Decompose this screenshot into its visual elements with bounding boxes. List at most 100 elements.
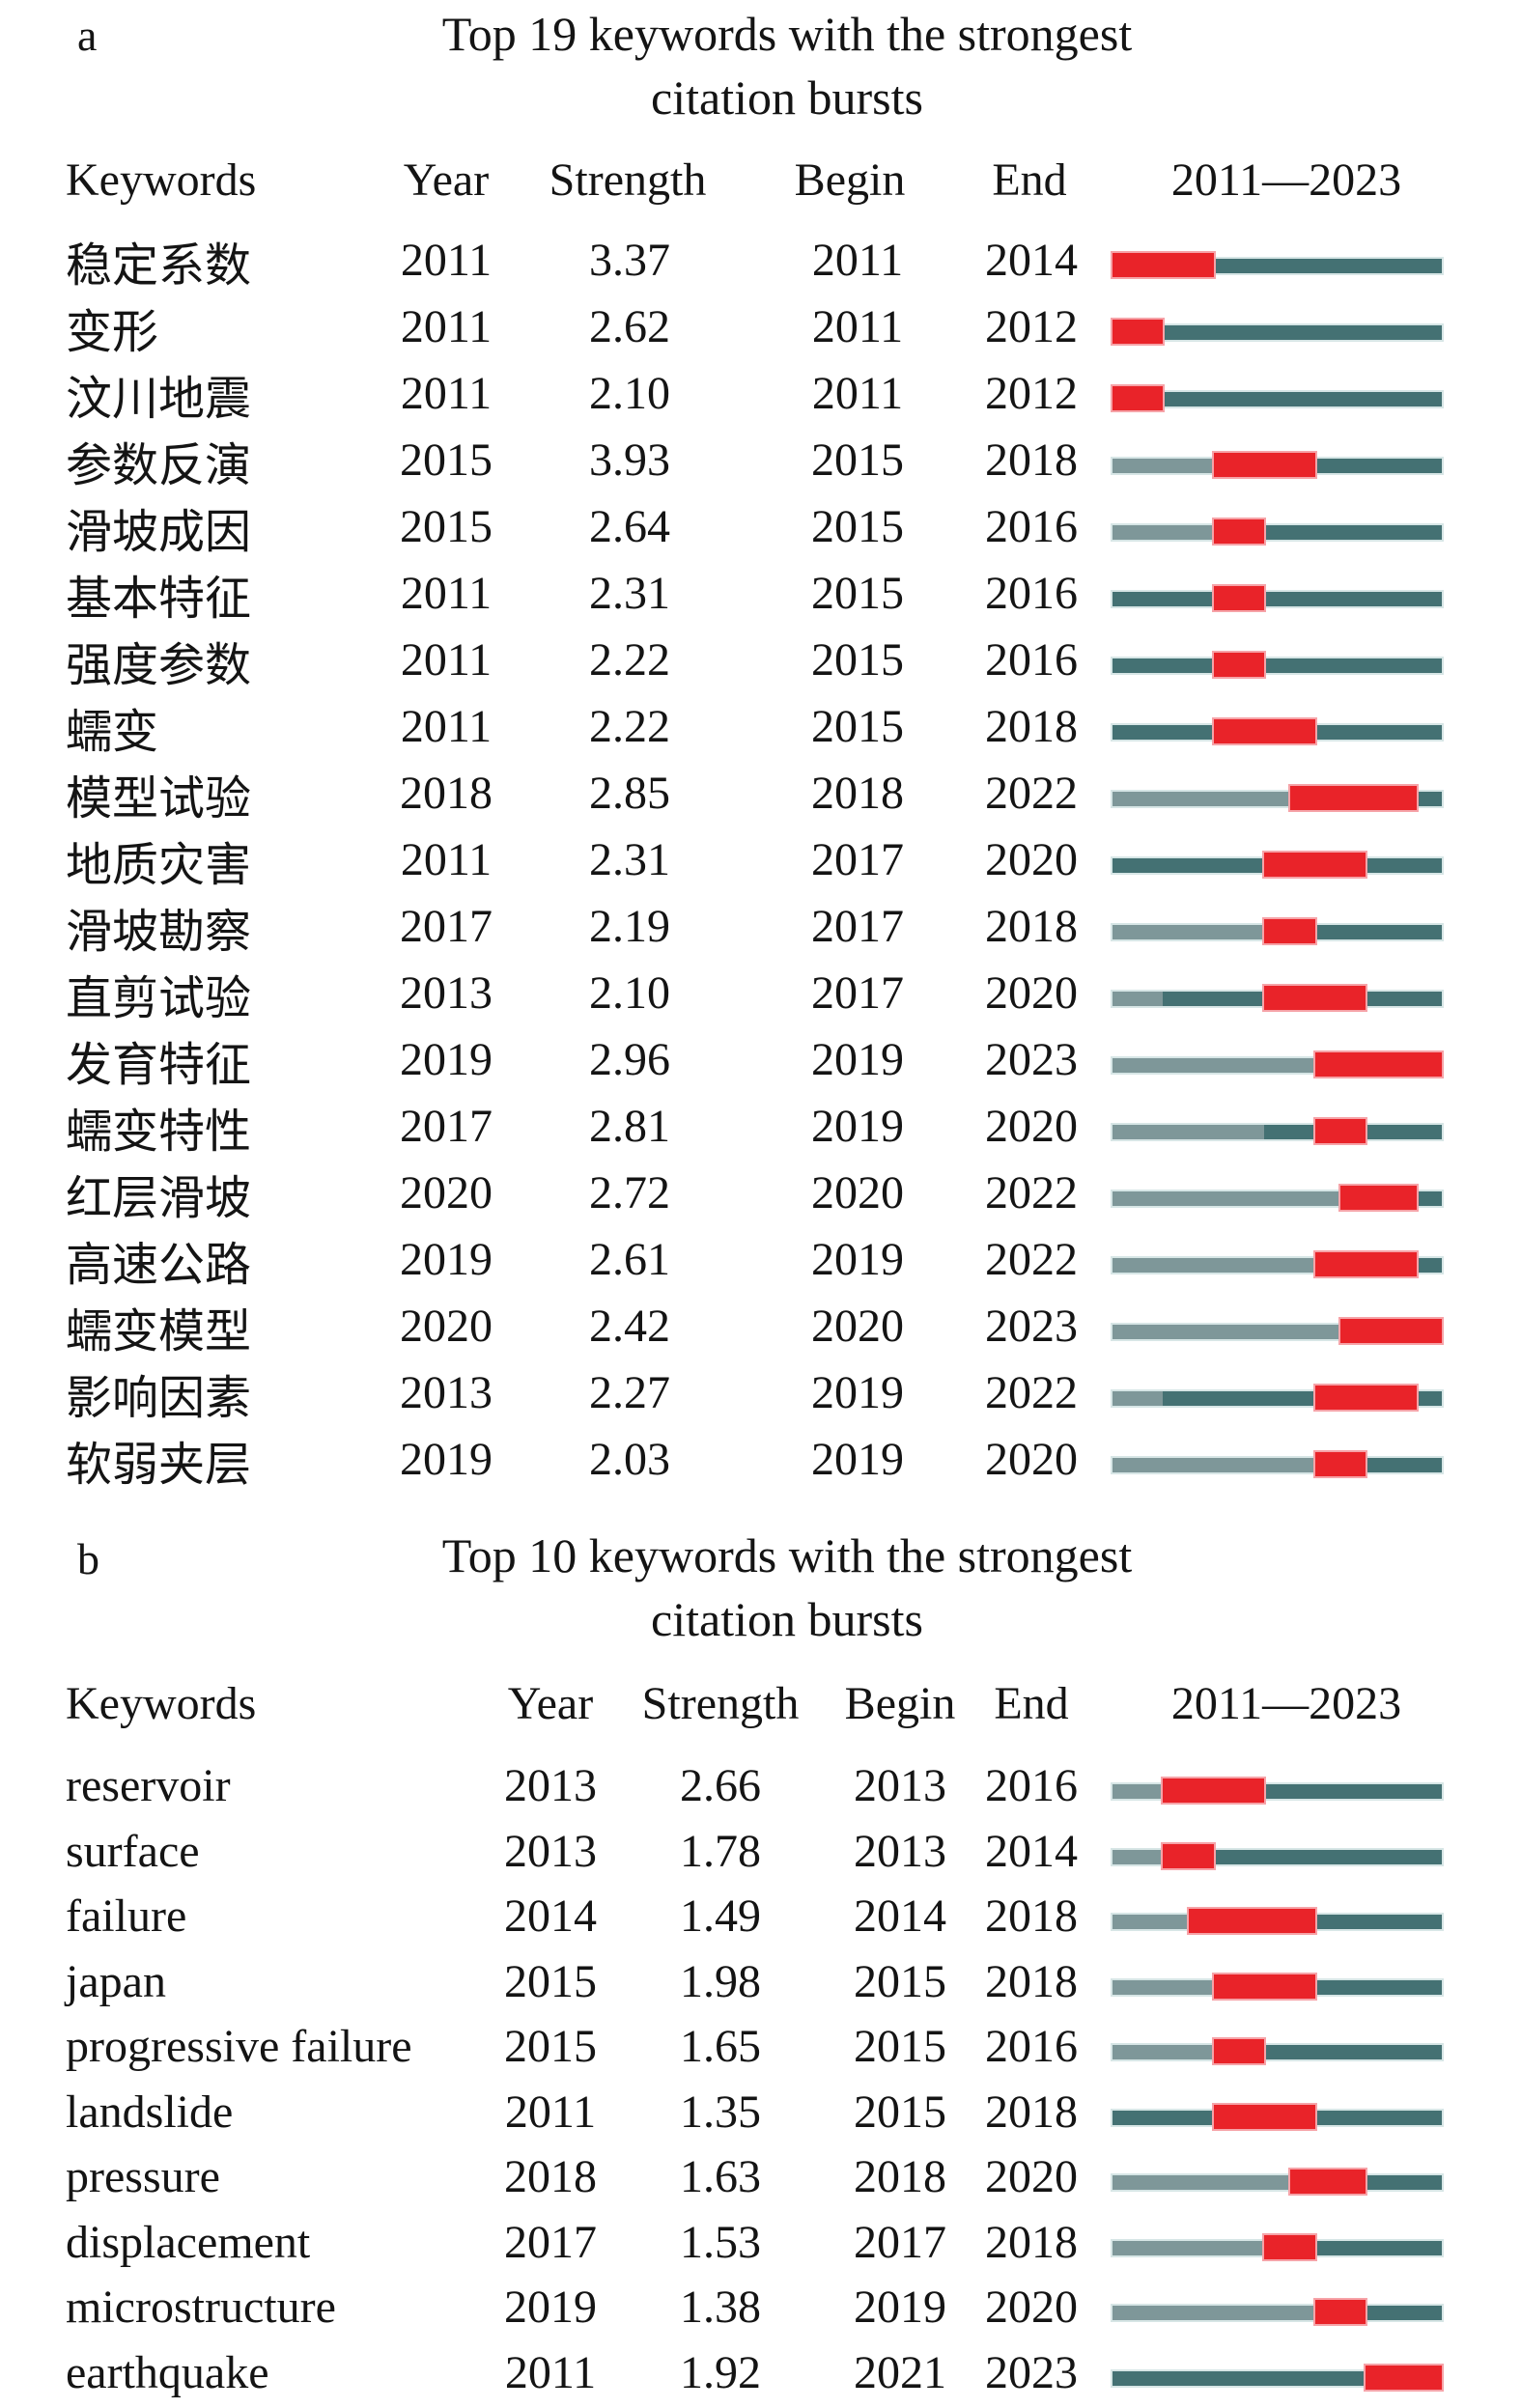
panel-a-header-row: Keywords Year Strength Begin End 2011—20…: [0, 151, 1521, 209]
begin-cell: 2021: [854, 2346, 946, 2398]
begin-cell: 2011: [811, 235, 904, 286]
end-cell: 2018: [985, 434, 1078, 486]
year-cell: 2019: [400, 1034, 493, 1085]
burst-bar: [1111, 251, 1444, 279]
year-cell: 2011: [400, 235, 493, 286]
begin-cell: 2015: [811, 634, 904, 686]
table-row: 稳定系数 2011 3.37 2011 2014: [0, 227, 1521, 294]
bar-segment-gray: [1113, 1784, 1164, 1800]
column-header-keywords: Keywords: [66, 1677, 257, 1729]
begin-cell: 2019: [854, 2282, 946, 2334]
burst-bar: [1111, 451, 1444, 479]
panel-b-label: b: [77, 1534, 99, 1583]
year-cell: 2015: [504, 2021, 597, 2073]
begin-cell: 2018: [811, 768, 904, 819]
strength-cell: 2.10: [589, 368, 670, 419]
table-row: 红层滑坡 2020 2.72 2020 2022: [0, 1160, 1521, 1226]
end-cell: 2014: [985, 1825, 1078, 1877]
strength-cell: 1.53: [680, 2216, 761, 2268]
end-cell: 2022: [985, 1234, 1078, 1285]
burst-bar: [1111, 1184, 1444, 1212]
bar-segment-red: [1312, 1050, 1445, 1078]
strength-cell: 1.78: [680, 1825, 761, 1877]
strength-cell: 2.85: [589, 768, 670, 819]
bar-segment-red: [1262, 917, 1317, 945]
year-cell: 2011: [400, 834, 493, 885]
column-header-year-range: 2011—2023: [1170, 154, 1402, 206]
burst-bar: [1111, 1317, 1444, 1345]
year-cell: 2017: [400, 901, 493, 952]
bar-segment-red: [1211, 1972, 1317, 2001]
bar-segment-red: [1211, 584, 1267, 612]
bar-segment-teal: [1113, 658, 1214, 673]
begin-cell: 2015: [811, 701, 904, 752]
table-row: reservoir 2013 2.66 2013 2016: [0, 1753, 1521, 1819]
end-cell: 2016: [985, 2021, 1078, 2073]
bar-segment-red: [1110, 384, 1166, 412]
table-row: 蠕变 2011 2.22 2015 2018: [0, 693, 1521, 760]
end-cell: 2020: [985, 1101, 1078, 1152]
end-cell: 2016: [985, 501, 1078, 552]
bar-segment-red: [1161, 1777, 1267, 1806]
strength-cell: 1.65: [680, 2021, 761, 2073]
bar-segment-red: [1110, 318, 1166, 346]
bar-segment-teal: [1213, 1849, 1443, 1864]
panel-a-title-line2: citation bursts: [651, 70, 923, 125]
begin-cell: 2017: [811, 967, 904, 1019]
burst-bar: [1111, 1050, 1445, 1078]
strength-cell: 2.03: [589, 1434, 670, 1485]
keyword-cell: 软弱夹层: [66, 1439, 252, 1491]
end-cell: 2020: [985, 967, 1078, 1019]
year-cell: 2019: [400, 1434, 493, 1485]
keyword-cell: surface: [66, 1825, 200, 1877]
year-cell: 2011: [400, 634, 493, 686]
year-cell: 2015: [400, 501, 493, 552]
year-cell: 2017: [400, 1101, 493, 1152]
bar-segment-red: [1186, 1907, 1317, 1936]
strength-cell: 2.61: [589, 1234, 670, 1285]
bar-segment-teal: [1264, 2045, 1442, 2060]
keyword-cell: displacement: [66, 2216, 311, 2268]
burst-bar: [1111, 2102, 1444, 2131]
bar-segment-red: [1211, 2102, 1317, 2131]
bar-segment-gray: [1113, 2306, 1315, 2321]
end-cell: 2020: [985, 834, 1078, 885]
bar-segment-gray: [1113, 1058, 1315, 1073]
keyword-cell: 蠕变模型: [66, 1305, 252, 1358]
begin-cell: 2019: [811, 1101, 904, 1152]
panel-a-title-line1: Top 19 keywords with the strongest: [441, 7, 1133, 61]
keyword-cell: earthquake: [66, 2346, 269, 2398]
burst-bar: [1110, 318, 1444, 346]
bar-segment-teal: [1314, 2110, 1442, 2125]
strength-cell: 3.37: [589, 235, 670, 286]
burst-bar: [1111, 2363, 1444, 2392]
end-cell: 2022: [985, 1367, 1078, 1418]
burst-bar: [1111, 1777, 1444, 1806]
begin-cell: 2015: [811, 568, 904, 619]
strength-cell: 2.27: [589, 1367, 670, 1418]
strength-cell: 2.31: [589, 568, 670, 619]
burst-bar: [1111, 2168, 1444, 2197]
bar-segment-teal: [1163, 992, 1265, 1006]
table-row: progressive failure 2015 1.65 2015 2016: [0, 2014, 1521, 2080]
year-cell: 2011: [504, 2346, 597, 2398]
table-row: 影响因素 2013 2.27 2019 2022: [0, 1359, 1521, 1426]
strength-cell: 2.19: [589, 901, 670, 952]
column-header-end: End: [994, 1677, 1069, 1729]
table-row: 直剪试验 2013 2.10 2017 2020: [0, 960, 1521, 1026]
strength-cell: 2.22: [589, 634, 670, 686]
table-row: 汶川地震 2011 2.10 2011 2012: [0, 360, 1521, 427]
burst-bar: [1111, 1450, 1444, 1478]
bar-segment-red: [1312, 1250, 1419, 1278]
keyword-cell: failure: [66, 1890, 187, 1943]
burst-bar: [1111, 2232, 1444, 2261]
bar-segment-teal: [1113, 858, 1265, 873]
year-cell: 2011: [400, 301, 493, 352]
year-cell: 2011: [400, 701, 493, 752]
bar-segment-teal: [1213, 259, 1442, 273]
begin-cell: 2013: [854, 1760, 946, 1812]
burst-bar: [1110, 384, 1444, 412]
end-cell: 2018: [985, 1955, 1078, 2007]
bar-segment-gray: [1113, 992, 1164, 1006]
